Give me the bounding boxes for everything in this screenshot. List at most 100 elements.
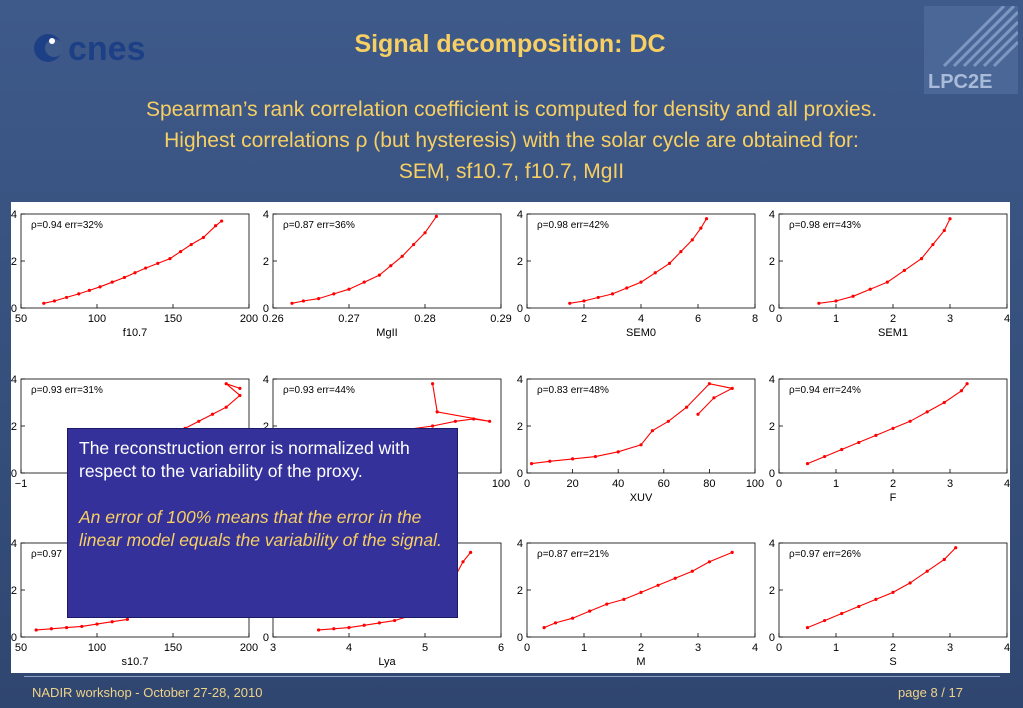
x-tick-label: 6 <box>498 642 504 654</box>
y-tick-label: 2 <box>769 421 775 433</box>
x-tick-label: 4 <box>1004 642 1010 654</box>
data-point <box>87 288 91 292</box>
x-tick-label: 3 <box>947 478 953 490</box>
series-line <box>291 216 437 304</box>
data-point <box>840 447 844 452</box>
data-point <box>902 268 907 272</box>
y-tick-label: 4 <box>769 538 775 550</box>
x-tick-label: 100 <box>746 478 764 490</box>
x-tick-label: 0 <box>524 478 530 490</box>
data-point <box>469 550 473 554</box>
data-point <box>431 382 435 386</box>
data-point <box>696 412 700 416</box>
series-line <box>569 218 707 304</box>
correlation-annotation: ρ=0.94 err=24% <box>789 385 861 396</box>
x-tick-label: 3 <box>695 642 701 654</box>
data-point <box>95 622 99 626</box>
y-tick-label: 0 <box>769 303 775 315</box>
data-point <box>362 623 366 627</box>
data-point <box>110 280 114 284</box>
data-point <box>690 569 694 573</box>
data-point <box>959 389 964 393</box>
data-point <box>908 419 912 423</box>
data-point <box>885 280 889 284</box>
data-point <box>942 557 946 562</box>
plot-frame <box>778 378 1008 474</box>
data-point <box>224 382 228 386</box>
y-tick-label: 0 <box>769 468 775 480</box>
y-tick-label: 2 <box>517 421 523 433</box>
x-axis-label: s10.7 <box>122 656 149 668</box>
data-point <box>65 626 69 630</box>
data-point <box>673 576 677 580</box>
data-point <box>317 297 321 301</box>
y-tick-label: 4 <box>769 209 775 221</box>
data-point <box>625 286 629 290</box>
x-axis-label: MgII <box>376 327 397 339</box>
x-tick-label: 2 <box>581 313 587 325</box>
lpc2e-logo-text: LPC2E <box>928 71 992 93</box>
correlation-annotation: ρ=0.93 err=31% <box>31 385 103 396</box>
y-tick-label: 0 <box>263 632 269 644</box>
data-point <box>891 590 895 594</box>
data-point <box>125 617 129 621</box>
y-tick-label: 4 <box>11 209 17 221</box>
y-tick-label: 0 <box>517 303 523 315</box>
series-line <box>807 547 957 629</box>
data-point <box>639 590 643 594</box>
x-axis-label: M <box>636 656 645 668</box>
data-point <box>707 560 712 564</box>
correlation-annotation: ρ=0.83 err=48% <box>537 385 609 396</box>
plot-frame <box>272 213 502 309</box>
cnes-logo: cnes <box>30 26 190 70</box>
x-tick-label: 4 <box>752 642 758 654</box>
y-tick-label: 4 <box>517 538 523 550</box>
data-point <box>435 410 439 414</box>
subplot: 0 2 4 0 2 4 6 8 SEM0 ρ=0.98 err=42% <box>517 209 758 339</box>
subplot: 0 2 4 0 1 2 3 4 SEM1 ρ=0.98 err=43% <box>769 209 1010 339</box>
x-tick-label: 0.26 <box>262 313 283 325</box>
data-point <box>605 602 609 606</box>
y-tick-label: 2 <box>11 256 17 268</box>
data-point <box>220 219 224 223</box>
y-tick-label: 0 <box>263 303 269 315</box>
footer-divider <box>24 676 1000 677</box>
x-tick-label: 4 <box>346 642 352 654</box>
x-tick-label: 1 <box>833 313 839 325</box>
data-point <box>553 621 558 625</box>
data-point <box>622 597 626 601</box>
x-axis-label: S <box>889 656 896 668</box>
x-tick-label: 0.29 <box>490 313 511 325</box>
data-point <box>42 301 46 305</box>
x-tick-label: 0 <box>776 642 782 654</box>
x-axis-label: f10.7 <box>123 327 147 339</box>
data-point <box>593 454 598 459</box>
data-point <box>213 224 218 228</box>
x-tick-label: 50 <box>15 313 27 325</box>
x-tick-label: 200 <box>240 313 258 325</box>
data-point <box>666 419 670 423</box>
data-point <box>704 217 709 221</box>
data-point <box>332 292 336 296</box>
y-tick-label: 4 <box>517 209 523 221</box>
data-point <box>925 410 929 414</box>
plot-frame <box>526 378 756 474</box>
data-point <box>224 405 228 409</box>
data-point <box>610 292 615 296</box>
data-point <box>201 235 205 240</box>
data-point <box>817 301 821 305</box>
x-tick-label: 50 <box>15 642 27 654</box>
data-point <box>110 620 114 624</box>
correlation-annotation: ρ=0.97 err=26% <box>789 549 861 560</box>
data-point <box>588 609 592 613</box>
correlation-annotation: ρ=0.87 err=36% <box>283 220 355 231</box>
x-tick-label: 0 <box>524 642 530 654</box>
x-tick-label: 150 <box>164 313 182 325</box>
data-point <box>488 419 492 423</box>
data-point <box>874 433 878 437</box>
x-tick-label: 100 <box>88 642 106 654</box>
data-point <box>122 275 126 280</box>
x-tick-label: 0 <box>776 478 782 490</box>
x-axis-label: SEM0 <box>626 327 656 339</box>
